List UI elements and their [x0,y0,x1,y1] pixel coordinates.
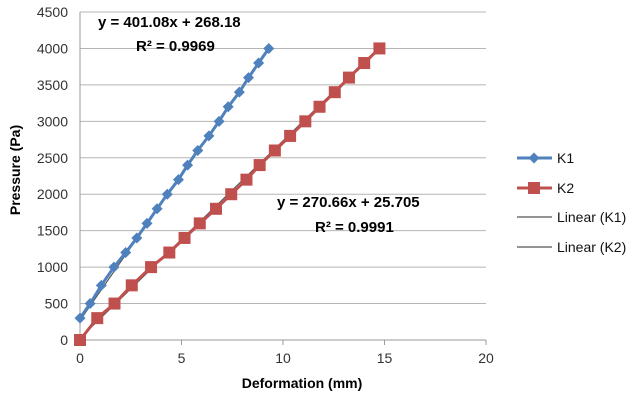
data-point-k2 [193,217,206,230]
data-point-k1 [120,247,132,259]
data-point-k1 [108,261,120,273]
k1-equation-label: y = 401.08x + 268.18 [98,14,241,31]
k2-equation-label: y = 270.66x + 25.705 [277,194,420,211]
data-point-k2 [253,159,266,172]
y-tick-label: 4000 [37,40,68,56]
y-tick-label: 2500 [37,150,68,166]
data-point-k1 [172,174,184,186]
data-point-k2 [225,188,238,201]
y-tick-label: 0 [60,332,68,348]
y-tick-label: 4500 [37,4,68,20]
data-point-k1 [203,130,215,142]
k1-r2-label: R² = 0.9969 [136,38,215,55]
y-tick-label: 2000 [37,186,68,202]
x-axis-ticks: 0 5 10 15 20 [76,340,494,366]
y-tick-label: 1500 [37,223,68,239]
x-tick-label: 0 [76,350,84,366]
x-tick-label: 10 [275,350,291,366]
data-point-k2 [178,231,191,244]
x-tick-label: 5 [178,350,186,366]
legend-label: Linear (K1) [557,209,626,225]
legend-label: K2 [557,180,574,196]
data-point-k1 [233,86,245,98]
data-point-k2 [358,57,371,70]
data-point-k1 [182,159,194,171]
data-point-k1 [263,42,275,54]
data-point-k2 [145,261,158,274]
data-point-k1 [192,144,204,156]
legend-marker-diamond [528,152,540,164]
y-tick-label: 3000 [37,113,68,129]
data-point-k2 [210,202,223,215]
data-point-k1 [253,57,265,69]
gridlines [80,11,486,305]
y-tick-label: 1000 [37,259,68,275]
data-point-k1 [131,232,143,244]
k2-r2-label: R² = 0.9991 [315,219,394,236]
data-point-k1 [242,72,254,84]
y-axis-ticks: 0 500 1000 1500 2000 2500 3000 3500 4000 4500 [37,4,68,348]
series-group [74,42,386,346]
legend: K1 K2 Linear (K1) Linear (K2) [517,150,626,255]
data-point-k2 [108,297,121,310]
data-point-k2 [313,100,326,113]
legend-label: Linear (K2) [557,239,626,255]
data-point-k2 [328,86,341,99]
y-tick-label: 500 [45,296,69,312]
data-point-k1 [161,188,173,200]
data-point-k2 [74,334,86,346]
data-point-k2 [299,115,312,128]
data-point-k2 [91,312,104,325]
data-point-k1 [213,115,225,127]
data-point-k1 [74,312,86,324]
data-point-k2 [163,246,176,259]
x-axis-title: Deformation (mm) [242,375,363,391]
legend-marker-square [528,182,540,194]
data-point-k2 [342,71,355,84]
data-point-k1 [141,217,153,229]
y-axis-title: Pressure (Pa) [7,125,23,215]
data-point-k1 [84,298,96,310]
data-point-k2 [125,279,138,292]
x-tick-label: 20 [478,350,494,366]
data-point-k1 [222,101,234,113]
data-point-k1 [151,203,163,215]
data-point-k2 [373,42,386,55]
data-point-k2 [268,144,281,157]
y-tick-label: 3500 [37,77,68,93]
data-point-k2 [240,173,253,186]
data-point-k1 [95,279,107,291]
x-tick-label: 15 [377,350,393,366]
data-point-k2 [284,129,297,142]
legend-label: K1 [557,150,574,166]
